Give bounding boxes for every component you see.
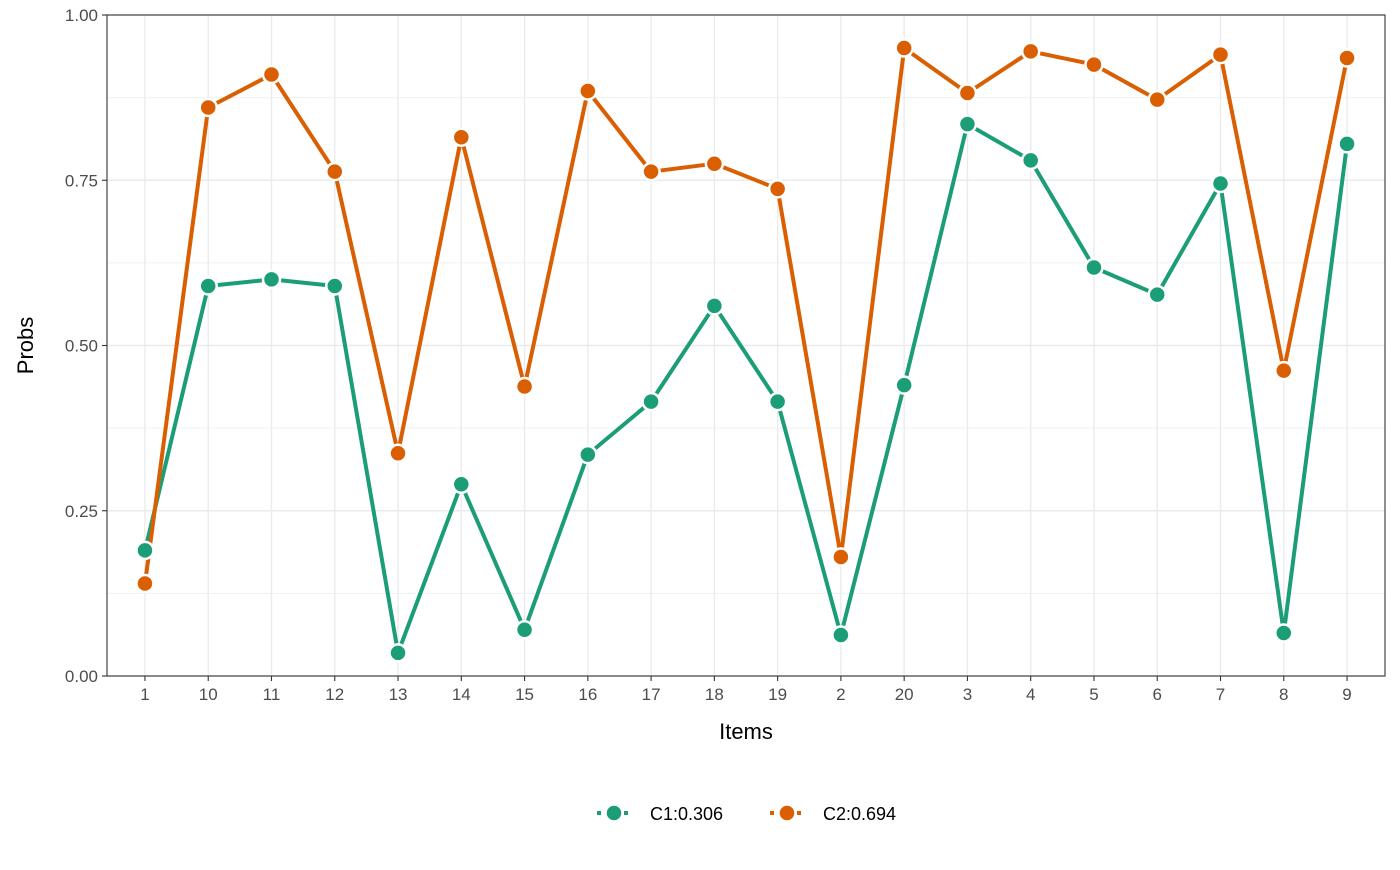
data-point-series-2 (1147, 89, 1167, 110)
data-point-series-2 (894, 38, 914, 58)
x-tick-label: 15 (515, 685, 534, 704)
data-point-series-2 (325, 161, 345, 182)
data-point-series-2 (957, 83, 978, 103)
legend-label: C2:0.694 (823, 804, 896, 824)
data-point-series-1 (1020, 150, 1041, 171)
data-point-series-1 (1337, 134, 1357, 154)
data-point-series-1 (1274, 623, 1294, 643)
x-tick-label: 6 (1153, 685, 1162, 704)
data-point-series-1 (767, 391, 788, 412)
data-point-series-2 (641, 161, 661, 182)
x-tick-label: 4 (1026, 685, 1035, 704)
y-tick-label: 0.75 (65, 171, 98, 190)
data-point-series-1 (1210, 173, 1231, 194)
x-tick-label: 18 (705, 685, 724, 704)
data-point-series-2 (451, 127, 472, 148)
y-tick-label: 1.00 (65, 6, 98, 25)
data-point-series-1 (198, 276, 218, 296)
x-tick-label: 10 (199, 685, 218, 704)
data-point-series-1 (325, 276, 345, 296)
data-point-series-2 (1337, 48, 1357, 68)
x-tick-label: 9 (1342, 685, 1351, 704)
x-tick-label: 3 (963, 685, 972, 704)
x-tick-label: 8 (1279, 685, 1288, 704)
y-tick-label: 0.00 (65, 667, 98, 686)
data-point-series-2 (388, 443, 408, 463)
x-axis-title: Items (719, 719, 773, 744)
x-tick-label: 16 (578, 685, 597, 704)
x-tick-label: 19 (768, 685, 787, 704)
data-point-series-2 (514, 376, 535, 397)
data-point-series-2 (1274, 360, 1294, 381)
grid (107, 14, 1385, 677)
data-point-series-2 (261, 64, 282, 85)
data-point-series-2 (1210, 44, 1231, 65)
data-point-series-2 (831, 547, 851, 567)
x-tick-label: 12 (325, 685, 344, 704)
x-tick-label: 5 (1089, 685, 1098, 704)
data-point-series-1 (261, 269, 282, 290)
x-tick-label: 7 (1216, 685, 1225, 704)
data-point-series-1 (1084, 257, 1104, 278)
data-point-series-2 (767, 179, 788, 199)
data-point-series-2 (704, 153, 725, 174)
data-point-series-1 (388, 643, 408, 663)
x-tick-label: 20 (895, 685, 914, 704)
data-point-series-1 (831, 625, 851, 645)
data-point-series-1 (704, 296, 725, 316)
legend-item-2: C2:0.694 (770, 803, 896, 824)
data-point-series-1 (451, 474, 472, 495)
data-point-series-1 (1147, 284, 1167, 305)
x-tick-label: 2 (836, 685, 845, 704)
data-point-series-1 (894, 375, 914, 395)
data-point-series-1 (957, 114, 978, 134)
y-axis-title: Probs (13, 317, 38, 374)
legend-item-1: C1:0.306 (597, 803, 723, 824)
data-point-series-2 (198, 97, 218, 118)
y-tick-label: 0.50 (65, 337, 98, 356)
data-point-series-2 (1020, 41, 1041, 62)
series-line-1 (143, 122, 1349, 655)
x-tick-label: 1 (140, 685, 149, 704)
data-point-series-2 (135, 573, 155, 594)
data-point-series-1 (514, 619, 535, 640)
series-line-2 (143, 46, 1349, 586)
legend: C1:0.306 C2:0.694 (597, 803, 896, 824)
x-tick-label: 14 (452, 685, 471, 704)
x-tick-label: 13 (389, 685, 408, 704)
legend-key-point (777, 803, 797, 823)
legend-label: C1:0.306 (650, 804, 723, 824)
data-point-series-2 (1084, 54, 1104, 75)
legend-key-point (604, 803, 624, 823)
axes: 0.00 0.25 0.50 0.75 1.00 1 10 11 12 13 14 15 16 17 18 1… (65, 6, 1352, 704)
series-layer (135, 38, 1357, 663)
x-tick-label: 17 (642, 685, 661, 704)
x-tick-label: 11 (263, 685, 281, 704)
data-point-series-2 (578, 81, 598, 101)
y-tick-label: 0.25 (65, 502, 98, 521)
data-point-series-1 (135, 540, 155, 561)
data-point-series-1 (641, 391, 661, 412)
data-point-series-1 (578, 444, 598, 465)
